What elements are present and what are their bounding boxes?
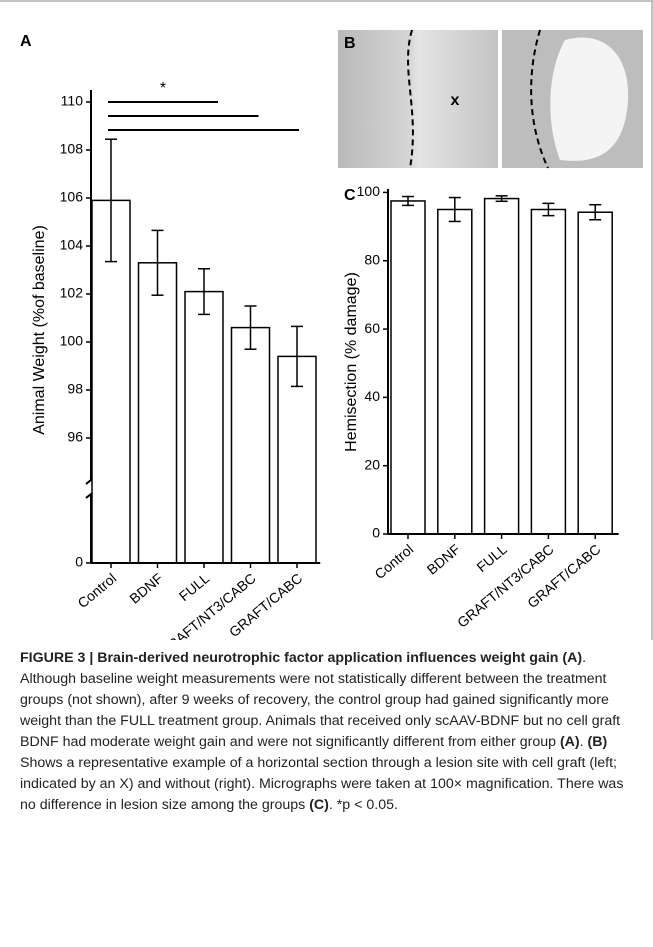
caption-text: (A) (560, 734, 580, 750)
x-tick-label: Control (371, 541, 416, 582)
caption-text: . *p < 0.05. (329, 797, 398, 813)
bar (485, 199, 519, 534)
x-tick-label: BDNF (126, 570, 165, 607)
y-tick-label: 106 (60, 189, 84, 205)
y-tick-label: 110 (61, 93, 84, 109)
caption-text: (B) (588, 734, 608, 750)
y-axis-label: Animal Weight (%of baseline) (31, 225, 48, 435)
x-tick-label: BDNF (424, 541, 463, 578)
bar (531, 209, 565, 534)
bar (578, 212, 612, 534)
bar (185, 292, 223, 563)
y-tick-label: 0 (372, 525, 380, 541)
panel-label: A (20, 33, 32, 50)
caption-text: (C) (309, 797, 329, 813)
y-tick-label: 80 (364, 251, 380, 267)
micrograph-marker: x (451, 92, 460, 109)
x-tick-label: FULL (473, 541, 510, 575)
y-tick-label: 96 (67, 429, 83, 445)
bar (391, 201, 425, 534)
micrograph (338, 30, 498, 168)
x-tick-label: Control (74, 570, 119, 611)
caption-text: . (580, 734, 588, 750)
significance-label: * (160, 80, 166, 97)
x-tick-label: FULL (176, 570, 213, 604)
y-tick-label: 100 (60, 333, 84, 349)
panel-label: C (344, 187, 356, 204)
y-tick-label: 0 (75, 554, 83, 570)
caption-text: FIGURE 3 | Brain-derived neurotrophic fa… (20, 650, 582, 666)
y-tick-label: 20 (364, 456, 380, 472)
y-tick-label: 108 (60, 141, 84, 157)
bar (232, 328, 270, 563)
y-tick-label: 40 (364, 388, 380, 404)
bar (139, 263, 177, 563)
caption: FIGURE 3 | Brain-derived neurotrophic fa… (20, 648, 640, 816)
y-axis-label: Hemisection (% damage) (343, 272, 360, 452)
bar (438, 209, 472, 534)
y-tick-label: 102 (60, 285, 84, 301)
panel-label: B (344, 35, 356, 52)
figure-panels: A B x C 0 96 98 100 102 104 106 108 110 Animal We… (0, 0, 653, 640)
y-tick-label: 100 (357, 183, 381, 199)
y-tick-label: 60 (364, 320, 380, 336)
figure: A B x C 0 96 98 100 102 104 106 108 110 Animal We… (0, 0, 653, 947)
y-tick-label: 104 (60, 237, 84, 253)
y-tick-label: 98 (67, 381, 83, 397)
bar (278, 356, 316, 563)
